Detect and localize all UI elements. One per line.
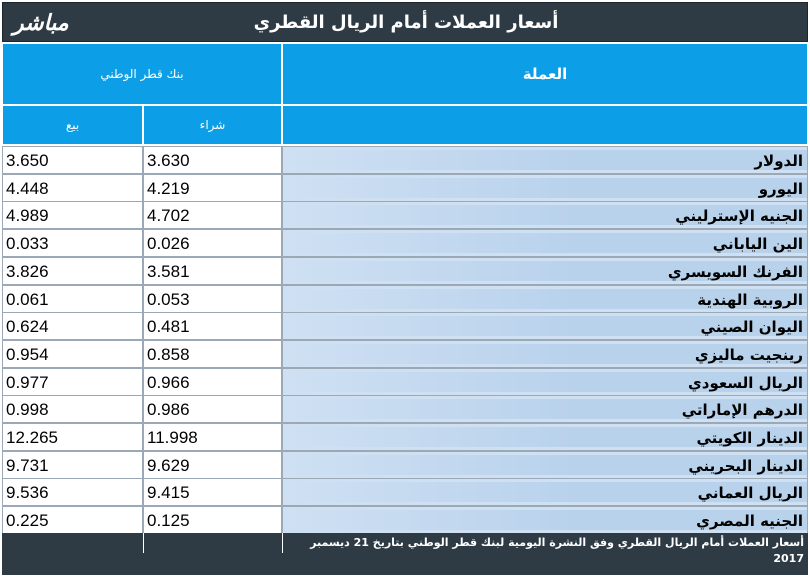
sell-rate: 0.033 [2,229,143,258]
currency-column-header: العملة [282,43,808,105]
currency-name-cell: الين الياباني [282,229,808,258]
sell-rate: 0.624 [2,312,143,341]
buy-rate: 11.998 [143,423,282,451]
buy-rate: 0.125 [143,506,282,535]
buy-rate: 4.702 [143,201,282,230]
bank-column-header: بنك قطر الوطني [2,43,282,105]
table-row: 0.954 0.858 رينجيت ماليزي [2,339,808,368]
currency-name-cell: اليورو [282,173,808,202]
buy-rate: 0.986 [143,395,282,424]
brand-logo: مباشر [13,10,69,36]
currency-name: اليورو [758,179,803,198]
sell-rate: 12.265 [2,423,143,451]
buy-rate: 0.053 [143,284,282,313]
table-row: 3.826 3.581 الفرنك السويسري [2,256,808,285]
buy-rate: 0.858 [143,339,282,368]
currency-name-cell: الدولار [282,146,808,174]
sell-rate: 9.731 [2,450,143,479]
buy-rate: 4.219 [143,173,282,202]
currency-name: الدينار الكويتي [696,429,803,447]
currency-name-cell: اليوان الصيني [282,312,808,341]
buy-rate: 0.481 [143,312,282,341]
sell-rate: 0.225 [2,506,143,535]
table-row: 0.061 0.053 الروبية الهندية [2,284,808,313]
table-row: 9.731 9.629 الدينار البحريني [2,450,808,479]
currency-name: الروبية الهندية [697,290,803,309]
buy-rate: 9.629 [143,450,282,479]
table-row: 0.998 0.986 الدرهم الإماراتي [2,395,808,424]
currency-name: الريال العماني [697,484,803,503]
currency-name-cell: الريال السعودي [282,367,808,396]
footer-divider [143,533,144,553]
buy-column-header: شراء [143,105,282,145]
currency-subheader [282,105,808,145]
table-row: 9.536 9.415 الريال العماني [2,478,808,507]
table-row: 0.225 0.125 الجنيه المصري [2,506,808,535]
sell-rate: 4.448 [2,173,143,202]
sell-rate: 3.826 [2,256,143,285]
currency-name-cell: الدينار البحريني [282,450,808,479]
buy-rate: 3.581 [143,256,282,285]
sell-rate: 3.650 [2,146,143,174]
currency-name: الدرهم الإماراتي [681,401,803,420]
sell-rate: 4.989 [2,201,143,230]
currency-name-cell: الجنيه المصري [282,506,808,535]
table-row: 0.033 0.026 الين الياباني [2,229,808,258]
table-row: 3.650 3.630 الدولار [2,146,808,174]
sell-rate: 0.977 [2,367,143,396]
sell-column-header: بيع [2,105,143,145]
currency-name-cell: الروبية الهندية [282,284,808,313]
buy-rate: 3.630 [143,146,282,174]
currency-name-cell: الدينار الكويتي [282,423,808,451]
currency-name: الدولار [754,152,803,170]
sell-rate: 0.998 [2,395,143,424]
currency-name: الجنيه الإسترليني [675,207,803,226]
sell-rate: 9.536 [2,478,143,507]
currency-name-cell: الفرنك السويسري [282,256,808,285]
footer-bar: أسعار العملات أمام الريال القطري وفق الن… [2,533,808,575]
table-row: 4.989 4.702 الجنيه الإسترليني [2,201,808,230]
footer-note: أسعار العملات أمام الريال القطري وفق الن… [310,536,804,565]
buy-rate: 9.415 [143,478,282,507]
table-row: 0.624 0.481 اليوان الصيني [2,312,808,341]
footer-divider [282,533,283,553]
currency-name: الفرنك السويسري [667,262,803,281]
currency-name: الريال السعودي [688,373,803,392]
currency-name: رينجيت ماليزي [694,345,803,364]
sell-rate: 0.954 [2,339,143,368]
currency-name-cell: الريال العماني [282,478,808,507]
page-title: أسعار العملات أمام الريال القطري [253,12,559,33]
sell-rate: 0.061 [2,284,143,313]
currency-name: الين الياباني [712,235,803,254]
currency-name-cell: رينجيت ماليزي [282,339,808,368]
currency-name: اليوان الصيني [700,318,803,337]
currency-name: الجنيه المصري [696,512,803,531]
table-row: 4.448 4.219 اليورو [2,173,808,202]
buy-rate: 0.026 [143,229,282,258]
currency-name-cell: الدرهم الإماراتي [282,395,808,424]
buy-rate: 0.966 [143,367,282,396]
currency-name-cell: الجنيه الإسترليني [282,201,808,230]
title-bar: مباشر أسعار العملات أمام الريال القطري [2,2,808,42]
table-row: 12.265 11.998 الدينار الكويتي [2,423,808,451]
table-row: 0.977 0.966 الريال السعودي [2,367,808,396]
currency-name: الدينار البحريني [688,456,803,475]
